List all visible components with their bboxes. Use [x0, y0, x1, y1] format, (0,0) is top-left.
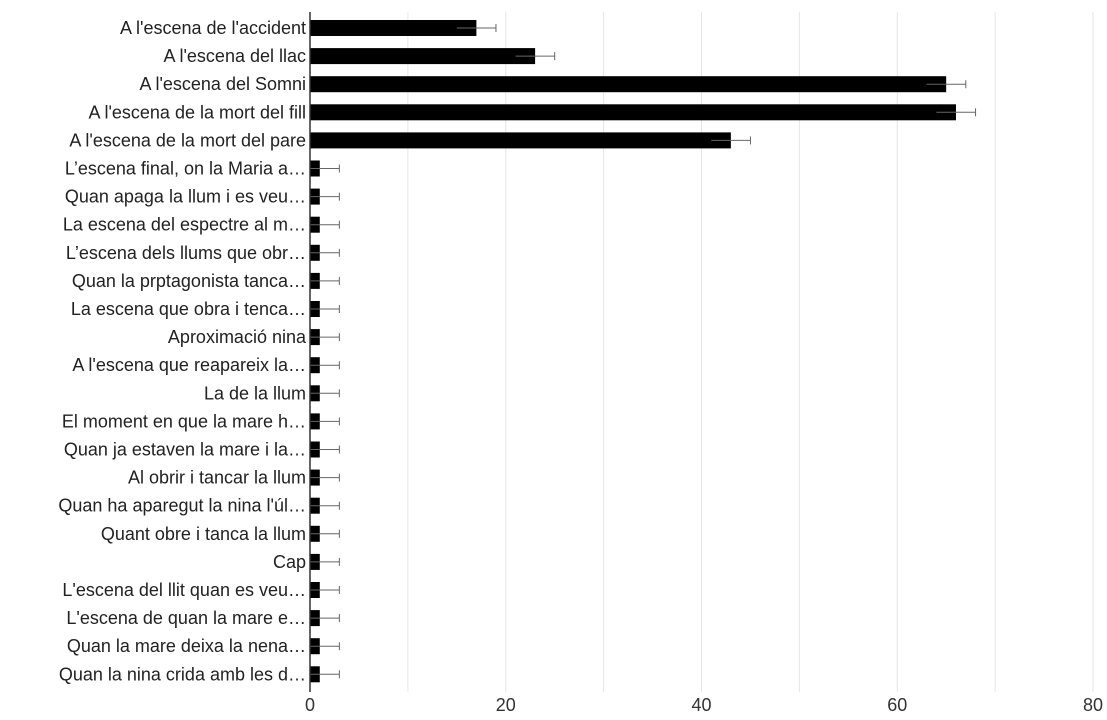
category-label-19: Cap: [273, 552, 306, 572]
error-bar-5: [310, 164, 340, 173]
bar-0: [310, 20, 477, 36]
bar-4: [310, 132, 731, 149]
error-bar-19: [310, 557, 340, 566]
category-label-15: Quan ja estaven la mare i la…: [64, 440, 306, 460]
x-tick-label-3: 60: [887, 695, 907, 715]
category-label-4: A l'escena de la mort del pare: [69, 130, 306, 150]
error-bar-23: [310, 670, 340, 679]
error-bar-6: [310, 192, 340, 201]
category-label-18: Quant obre i tanca la llum: [101, 524, 306, 544]
category-label-21: L'escena de quan la mare e…: [66, 608, 306, 628]
x-tick-label-2: 40: [691, 695, 711, 715]
error-bar-12: [310, 361, 340, 370]
error-bar-15: [310, 445, 340, 454]
error-bars: [310, 24, 977, 679]
category-label-13: La de la llum: [204, 383, 306, 403]
category-label-1: A l'escena del llac: [163, 46, 306, 66]
x-tick-label-1: 20: [496, 695, 516, 715]
error-bar-4: [711, 136, 751, 145]
category-label-14: El moment en que la mare h…: [62, 411, 306, 431]
x-tick-labels: 0 20 40 60 80: [305, 695, 1103, 715]
category-label-2: A l'escena del Somni: [139, 74, 306, 94]
category-label-6: Quan apaga la llum i es veu…: [65, 187, 306, 207]
error-bar-13: [310, 389, 340, 398]
bar-1: [310, 48, 536, 65]
error-bar-2: [926, 80, 967, 89]
error-bar-14: [310, 417, 340, 426]
category-label-10: La escena que obra i tenca…: [71, 299, 306, 319]
error-bar-17: [310, 501, 340, 510]
category-label-0: A l'escena de l'accident: [120, 18, 306, 38]
grid-lines: [407, 12, 1094, 692]
category-label-7: La escena del espectre al m…: [63, 215, 306, 235]
error-bar-20: [310, 586, 340, 594]
category-label-17: Quan ha aparegut la nina l'úl…: [58, 496, 306, 516]
error-bar-3: [936, 108, 977, 117]
bar-2: [310, 76, 947, 93]
error-bar-11: [310, 333, 340, 342]
category-label-3: A l'escena de la mort del fill: [88, 102, 306, 122]
error-bar-0: [456, 24, 497, 32]
bars: [310, 20, 956, 683]
category-label-22: Quan la mare deixa la nena…: [67, 636, 306, 656]
category-label-9: Quan la prptagonista tanca…: [72, 271, 306, 291]
category-label-5: L’escena final, on la Maria a…: [65, 159, 306, 179]
category-label-8: L’escena dels llums que obr…: [66, 243, 306, 263]
error-bar-21: [310, 614, 340, 623]
error-bar-18: [310, 529, 340, 538]
error-bar-1: [515, 52, 556, 61]
category-label-23: Quan la nina crida amb les d…: [59, 664, 306, 684]
x-tick-label-0: 0: [305, 695, 315, 715]
category-labels: A l'escena de l'accident A l'escena del l…: [58, 18, 307, 684]
error-bar-7: [310, 220, 340, 229]
error-bar-9: [310, 276, 340, 285]
category-label-11: Aproximació nina: [168, 327, 307, 347]
error-bar-16: [310, 473, 340, 482]
error-bar-22: [310, 642, 340, 651]
x-tick-label-4: 80: [1083, 695, 1103, 715]
error-bar-8: [310, 248, 340, 257]
category-label-12: A l'escena que reapareix la…: [72, 355, 306, 375]
category-label-16: Al obrir i tancar la llum: [128, 468, 306, 488]
category-label-20: L'escena del llit quan es veu…: [62, 580, 306, 600]
bar-3: [310, 104, 956, 121]
error-bar-10: [310, 305, 340, 313]
